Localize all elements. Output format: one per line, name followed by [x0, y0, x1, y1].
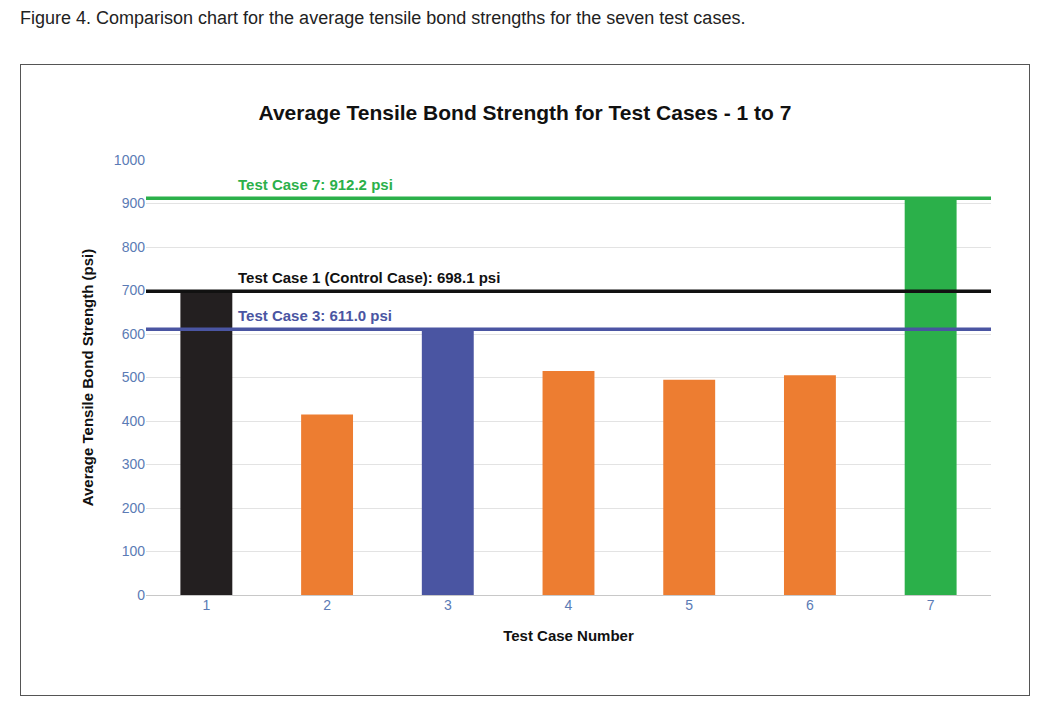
- svg-text:2: 2: [323, 597, 331, 613]
- svg-text:200: 200: [122, 500, 146, 516]
- html-text:Figure 4. Comparison chart for: Figure 4. Comparison chart for the avera…: [20, 8, 746, 28]
- svg-text:500: 500: [122, 369, 146, 385]
- svg-text:1000: 1000: [114, 152, 145, 168]
- svg-text:600: 600: [122, 326, 146, 342]
- svg-text:5: 5: [685, 597, 693, 613]
- svg-text:Test Case 7: 912.2 psi: Test Case 7: 912.2 psi: [238, 176, 393, 193]
- svg-text:3: 3: [444, 597, 452, 613]
- svg-text:400: 400: [122, 413, 146, 429]
- svg-text:800: 800: [122, 239, 146, 255]
- svg-text:7: 7: [927, 597, 935, 613]
- svg-text:100: 100: [122, 543, 146, 559]
- svg-text:Average Tensile Bond Strength: Average Tensile Bond Strength for Test C…: [259, 101, 792, 124]
- svg-text:300: 300: [122, 456, 146, 472]
- svg-text:4: 4: [565, 597, 573, 613]
- svg-text:Test Case 3: 611.0 psi: Test Case 3: 611.0 psi: [238, 307, 392, 324]
- svg-text:1: 1: [202, 597, 210, 613]
- svg-text:900: 900: [122, 195, 146, 211]
- svg-text:Average Tensile Bond Strength: Average Tensile Bond Strength (psi): [79, 249, 96, 507]
- svg-text:6: 6: [806, 597, 814, 613]
- svg-text:0: 0: [137, 587, 145, 603]
- svg-text:700: 700: [122, 282, 146, 298]
- svg-text:Test Case Number: Test Case Number: [503, 627, 634, 644]
- svg-text:Test Case 1 (Control Case): 69: Test Case 1 (Control Case): 698.1 psi: [238, 269, 500, 286]
